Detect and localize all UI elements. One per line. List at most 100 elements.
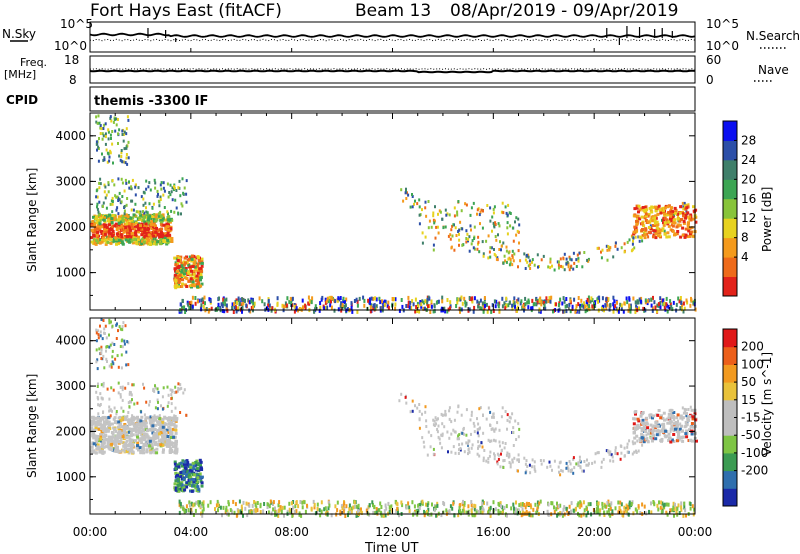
power-cell [570,264,573,268]
velocity-cell [144,432,148,436]
velocity-cell [640,432,644,436]
velocity-cell [298,512,301,517]
power-cell [180,309,183,314]
velocity-cell [427,430,430,434]
velocity-cell [99,334,102,338]
velocity-cell [408,505,411,510]
power-cell [449,233,452,237]
power-cell [455,304,458,308]
power-cell [276,296,279,301]
velocity-cell [128,392,131,396]
velocity-cell [448,509,451,514]
velocity-cell [662,425,666,429]
power-cell [110,119,113,123]
power-cell [646,232,649,236]
velocity-cell [473,507,476,512]
velocity-cell [641,443,644,447]
power-cell [550,295,553,300]
power-cell [109,133,112,137]
power-cell [638,217,642,221]
velocity-cell [97,329,100,333]
velocity-cell [125,432,128,436]
power-cell [644,298,647,303]
power-cell [185,285,189,288]
velocity-cell [117,329,119,333]
velocity-cell [136,433,140,437]
power-cell [101,236,105,240]
velocity-cell [161,425,165,429]
power-cell [468,249,471,253]
power-cell [564,304,567,309]
velocity-cell [650,501,652,506]
power-cell [134,185,137,189]
power-cell [505,304,508,309]
velocity-cell [221,513,223,518]
power-cell [494,254,497,258]
power-cell [412,302,415,307]
power-cell [123,189,126,193]
velocity-cell [114,440,118,444]
power-cell [191,295,194,300]
power-cell [675,225,679,229]
power-cell [135,210,138,214]
power-cell [100,225,104,229]
velocity-cell [628,439,631,443]
power-cell [591,304,594,309]
power-cell [223,309,226,314]
velocity-cell [125,350,128,354]
velocity-cell [462,432,465,436]
power-cell [421,299,424,304]
velocity-cell [488,454,491,458]
velocity-cell [481,445,484,449]
velocity-cell [187,465,191,469]
velocity-cell [238,499,241,504]
power-cell [685,206,689,210]
velocity-cell [473,503,476,508]
power-cell [530,306,533,311]
power-cell [185,277,189,281]
power-cell [571,307,574,311]
velocity-cell [150,418,154,422]
velocity-cell [158,417,162,420]
power-cell [606,248,609,252]
power-cell [467,237,470,241]
velocity-cell [99,324,101,328]
power-cell [686,211,690,215]
power-cell [413,202,415,206]
power-cell [650,210,654,214]
velocity-cell [143,413,146,417]
velocity-cell [262,509,265,514]
power-cell [420,304,423,309]
velocity-cell [471,443,474,447]
power-cell [675,302,678,307]
power-cell [103,158,106,162]
power-cell [461,227,464,231]
power-cell [183,256,187,260]
velocity-cell [609,450,612,454]
power-cell [662,221,665,225]
velocity-cell [450,432,453,436]
power-cell [149,236,153,240]
power-cell [97,114,100,118]
velocity-cell [489,439,491,443]
power-cell [159,242,163,246]
velocity-cell [532,507,535,512]
velocity-cell [345,504,348,509]
velocity-cell [367,505,370,510]
velocity-cell [227,500,230,505]
power-cell [493,248,495,251]
velocity-cell [153,389,156,393]
power-cell [128,240,132,244]
velocity-cell [569,462,572,466]
power-cell [547,265,550,269]
velocity-cell [113,420,117,423]
nave-tick-bottom: 0 [706,73,714,87]
power-cell [508,256,511,260]
power-cell [175,189,178,192]
velocity-cell [511,430,514,434]
velocity-cell [156,421,160,425]
velocity-cell [96,443,100,447]
velocity-cell [135,416,139,420]
power-colorbar-tick-label: 16 [741,192,756,206]
